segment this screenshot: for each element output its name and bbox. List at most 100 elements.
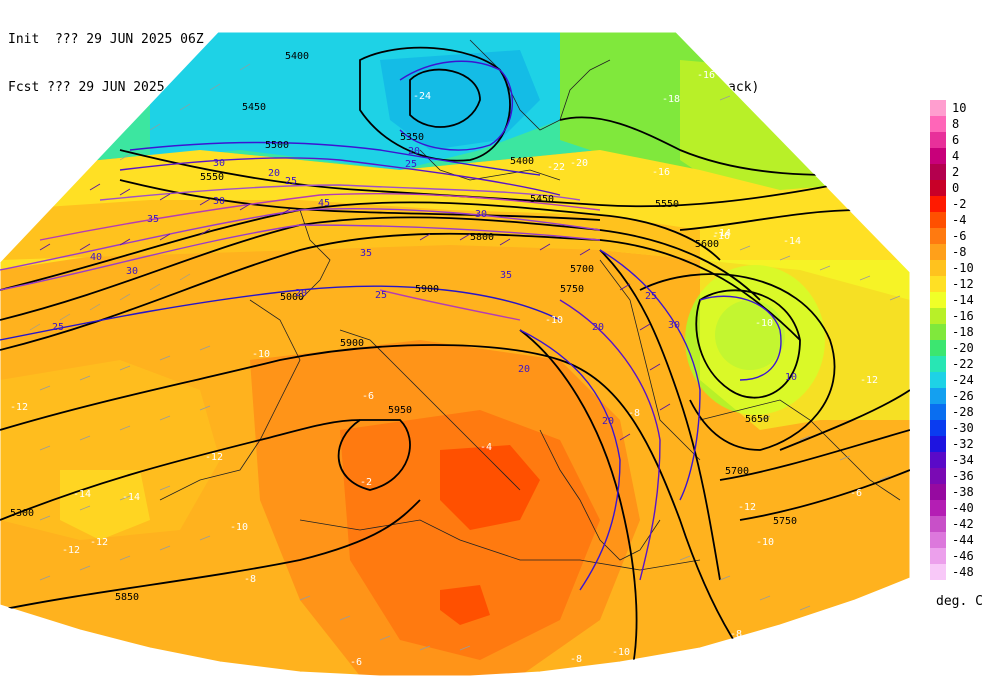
- height-label: 5650: [745, 414, 769, 425]
- legend-tick-label: -38: [952, 485, 974, 499]
- legend-tick-label: -42: [952, 517, 974, 531]
- temperature-label: -8: [628, 408, 640, 419]
- temperature-label: -6: [850, 488, 862, 499]
- legend-swatch: [930, 548, 946, 564]
- wind-label: 30: [213, 196, 225, 207]
- wind-label: 20: [408, 146, 420, 157]
- height-label: 5750: [773, 516, 797, 527]
- legend-swatch: [930, 260, 946, 276]
- legend-swatch: [930, 436, 946, 452]
- wind-label: 25: [285, 176, 297, 187]
- legend-tick-label: 10: [952, 101, 967, 115]
- legend-swatch: [930, 452, 946, 468]
- legend-tick-label: -20: [952, 341, 974, 355]
- temperature-label: -10: [612, 647, 630, 658]
- temperature-label: -10: [755, 318, 773, 329]
- legend-tick-label: -4: [952, 213, 967, 227]
- temperature-label: -2: [360, 477, 372, 488]
- wind-label: 40: [90, 252, 102, 263]
- temperature-label: -12: [860, 375, 878, 386]
- legend-swatch: [930, 212, 946, 228]
- height-contours: [0, 46, 910, 676]
- height-label: 5600: [695, 239, 719, 250]
- legend-tick-label: -48: [952, 565, 974, 579]
- temperature-label: -16: [652, 167, 670, 178]
- height-label: 5300: [10, 508, 34, 519]
- wind-label: 35: [147, 214, 159, 225]
- legend-swatch: [930, 564, 946, 580]
- legend-tick-label: -22: [952, 357, 974, 371]
- wind-label: 30: [475, 209, 487, 220]
- temperature-label: -14: [713, 228, 731, 239]
- wind-label: 20: [268, 168, 280, 179]
- temperature-label: -12: [10, 402, 28, 413]
- wind-contours: [0, 60, 782, 591]
- temperature-label: -14: [783, 236, 801, 247]
- legend-tick-label: -32: [952, 437, 974, 451]
- legend-tick-label: 2: [952, 165, 960, 179]
- wind-label: 20: [295, 288, 307, 299]
- strong-wind-barbs: [39, 183, 671, 441]
- legend-tick-label: -10: [952, 261, 974, 275]
- temperature-label: -12: [90, 537, 108, 548]
- height-label: 5350: [400, 132, 424, 143]
- legend-tick-label: 4: [952, 149, 960, 163]
- temperature-label: -22: [547, 162, 565, 173]
- height-label: 5400: [285, 51, 309, 62]
- wind-label: 35: [360, 248, 372, 259]
- legend-swatch: [930, 532, 946, 548]
- wind-label: 30: [126, 266, 138, 277]
- legend-swatch: [930, 340, 946, 356]
- legend-swatch: [930, 468, 946, 484]
- legend-tick-label: -28: [952, 405, 974, 419]
- wind-label: 25: [52, 322, 64, 333]
- height-label: 5450: [530, 194, 554, 205]
- legend-tick-label: -34: [952, 453, 974, 467]
- temperature-label: -14: [73, 489, 91, 500]
- legend-swatch: [930, 180, 946, 196]
- legend-tick-label: -8: [952, 245, 967, 259]
- height-label: 5950: [388, 405, 412, 416]
- map-domain-outline: [0, 31, 911, 677]
- temperature-label: -12: [62, 545, 80, 556]
- height-label: 5700: [570, 264, 594, 275]
- height-label: 5800: [470, 232, 494, 243]
- height-label: 5750: [560, 284, 584, 295]
- legend-tick-label: -44: [952, 533, 974, 547]
- wind-label: 20: [518, 364, 530, 375]
- legend-tick-label: -14: [952, 293, 974, 307]
- height-label: 5450: [242, 102, 266, 113]
- legend-swatch: [930, 292, 946, 308]
- wind-label: 25: [645, 291, 657, 302]
- contour-labels: 5400 5450 5350 5500 5550 5400 5450 5550 …: [10, 51, 878, 668]
- legend-tick-label: -16: [952, 309, 974, 323]
- temperature-label: -16: [712, 231, 730, 242]
- legend-tick-label: 6: [952, 133, 960, 147]
- temperature-label: -20: [570, 158, 588, 169]
- legend-swatch: [930, 228, 946, 244]
- wind-label: 25: [405, 159, 417, 170]
- temperature-label: -10: [252, 349, 270, 360]
- coastlines: [159, 39, 901, 571]
- legend-tick-label: 8: [952, 117, 960, 131]
- wind-label: 30: [213, 158, 225, 169]
- temperature-label: -6: [350, 657, 362, 668]
- height-label: 5850: [115, 592, 139, 603]
- legend-swatch: [930, 404, 946, 420]
- legend-swatch: [930, 148, 946, 164]
- temperature-label: -4: [480, 442, 492, 453]
- legend-tick-label: -2: [952, 197, 967, 211]
- temperature-label: -12: [205, 452, 223, 463]
- wind-label: 30: [668, 320, 680, 331]
- legend-swatch: [930, 196, 946, 212]
- height-label: 5550: [200, 172, 224, 183]
- wind-label: 20: [602, 416, 614, 427]
- legend-tick-label: -6: [952, 229, 967, 243]
- legend-tick-label: -30: [952, 421, 974, 435]
- height-labels: 5400 5450 5350 5500 5550 5400 5450 5550 …: [10, 51, 797, 603]
- height-label: 5900: [415, 284, 439, 295]
- legend-swatch: [930, 244, 946, 260]
- wind-labels: 20 25 30 35 40 45 30 25 20 35 30 25 20 2…: [52, 146, 797, 427]
- legend-swatch: [930, 100, 946, 116]
